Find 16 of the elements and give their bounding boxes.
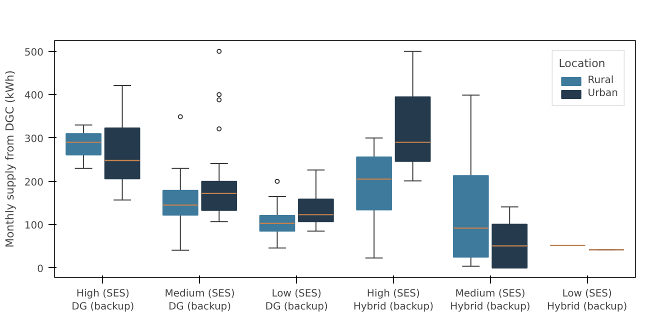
y-tick-label: 500 xyxy=(24,47,44,58)
x-tick-label: Medium (SES) Hybrid (backup) xyxy=(450,288,530,313)
legend-label: Urban xyxy=(588,88,618,99)
x-tick-label: High (SES) DG (backup) xyxy=(72,288,134,313)
y-axis-title: Monthly supply from DGC (kWh) xyxy=(3,70,16,248)
y-tick-label: 200 xyxy=(24,177,44,188)
x-tick-label: Low (SES) Hybrid (backup) xyxy=(547,288,628,313)
y-tick-label: 0 xyxy=(37,264,44,275)
x-tick-label: Medium (SES) DG (backup) xyxy=(164,288,235,313)
x-tick-label: High (SES) Hybrid (backup) xyxy=(353,288,434,313)
y-tick-label: 400 xyxy=(24,90,44,102)
legend-label: Rural xyxy=(588,75,614,86)
y-tick-label: 100 xyxy=(24,220,44,232)
y-tick-label: 300 xyxy=(24,134,44,145)
x-tick-label: Low (SES) DG (backup) xyxy=(265,288,328,313)
legend-title: Location xyxy=(558,57,606,70)
